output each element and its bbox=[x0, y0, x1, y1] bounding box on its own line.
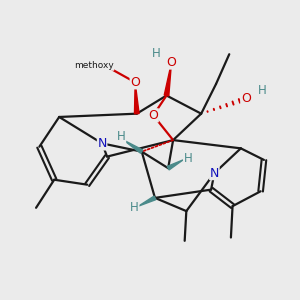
Text: H: H bbox=[184, 152, 192, 165]
Text: H: H bbox=[117, 130, 126, 143]
Text: N: N bbox=[98, 137, 107, 150]
Text: N: N bbox=[210, 167, 219, 180]
Text: H: H bbox=[258, 84, 267, 97]
Text: O: O bbox=[241, 92, 251, 105]
Text: O: O bbox=[148, 109, 158, 122]
Text: methoxy: methoxy bbox=[74, 61, 114, 70]
Polygon shape bbox=[138, 196, 156, 206]
Polygon shape bbox=[124, 140, 143, 153]
Text: H: H bbox=[152, 47, 161, 60]
Text: O: O bbox=[130, 76, 140, 89]
Text: H: H bbox=[130, 201, 139, 214]
Text: O: O bbox=[167, 56, 176, 69]
Polygon shape bbox=[164, 62, 172, 96]
Polygon shape bbox=[134, 82, 139, 114]
Polygon shape bbox=[167, 160, 183, 170]
